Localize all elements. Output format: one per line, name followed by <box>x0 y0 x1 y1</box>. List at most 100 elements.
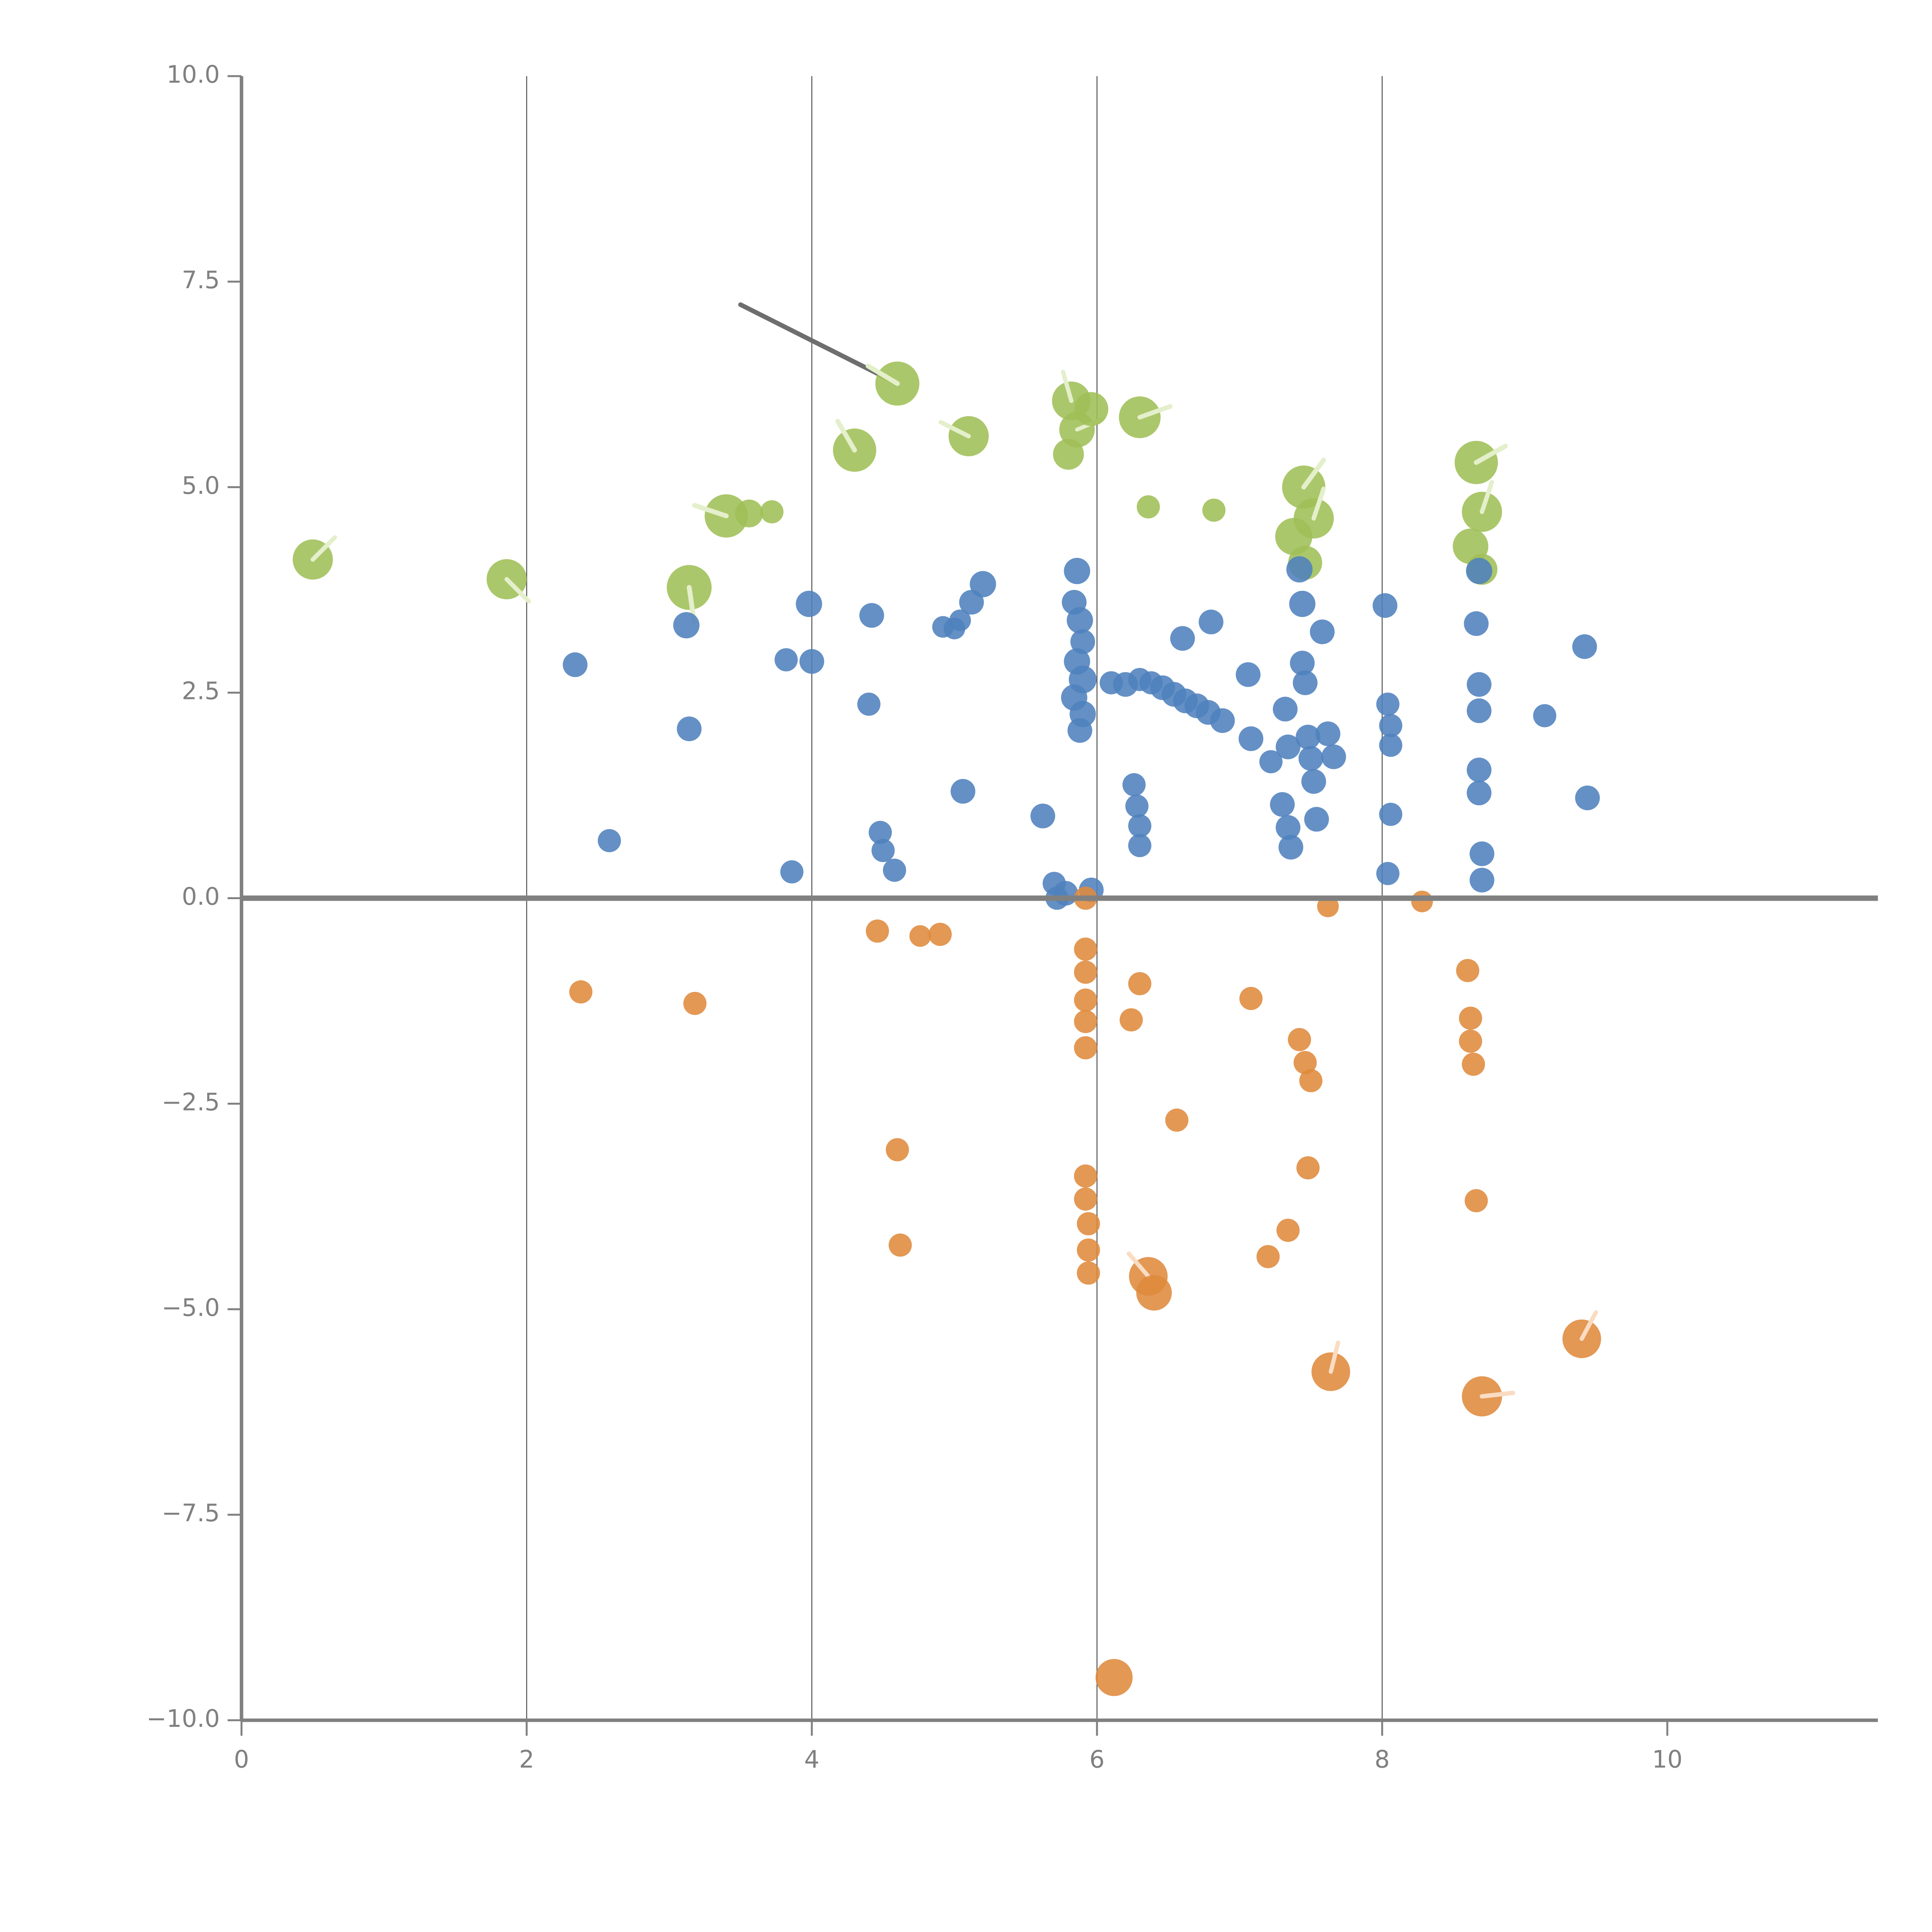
data-point <box>909 925 931 947</box>
y-tick-label-5: −2.5 <box>162 1088 220 1116</box>
data-point <box>886 1138 909 1162</box>
data-point <box>1064 558 1090 584</box>
data-point <box>1275 518 1313 555</box>
tick-marks <box>228 75 1668 1736</box>
data-point <box>677 716 702 742</box>
data-point <box>1053 881 1078 906</box>
data-point <box>859 603 884 628</box>
data-point <box>1202 498 1226 522</box>
data-point <box>1379 803 1403 826</box>
data-markers <box>293 361 1601 1696</box>
data-point <box>563 652 588 677</box>
series-blue <box>563 556 1600 910</box>
data-point <box>1238 726 1264 751</box>
marker-vector-whisker <box>1328 1340 1340 1374</box>
marker-vector-whisker <box>1137 404 1173 420</box>
marker-vector-whisker <box>692 503 729 519</box>
marker-vector-whisker <box>939 420 971 439</box>
data-point <box>1074 988 1097 1012</box>
data-point <box>1459 1007 1482 1030</box>
data-point <box>1077 1212 1100 1235</box>
data-point <box>1030 803 1055 828</box>
y-tick-label-3: 2.5 <box>182 677 220 705</box>
data-point <box>1310 619 1335 645</box>
data-point <box>1119 1008 1143 1032</box>
marker-vector-whisker <box>1311 486 1326 521</box>
marker-vector-whisker <box>1580 1310 1598 1341</box>
data-point <box>871 839 895 862</box>
data-point <box>1290 651 1315 676</box>
data-point <box>949 609 971 631</box>
data-point <box>1074 1010 1097 1033</box>
data-point <box>1276 815 1301 840</box>
data-point <box>1301 769 1326 794</box>
data-point <box>869 821 892 844</box>
data-point <box>1466 781 1492 806</box>
data-point <box>1469 841 1495 866</box>
data-point <box>1466 672 1492 697</box>
marker-vector-whisker <box>1480 480 1494 514</box>
data-point <box>1376 862 1400 885</box>
data-point <box>1273 697 1298 722</box>
data-point <box>1372 593 1398 618</box>
data-point <box>1074 937 1097 961</box>
x-tick-label-3: 6 <box>1089 1745 1104 1773</box>
data-point <box>1074 960 1097 984</box>
data-point <box>1286 556 1313 583</box>
data-point <box>1077 1238 1100 1262</box>
data-point <box>1299 1069 1323 1092</box>
y-tick-label-8: −10.0 <box>146 1704 220 1733</box>
data-point <box>1379 714 1403 737</box>
data-point <box>799 649 824 674</box>
data-point <box>1270 792 1295 817</box>
y-tick-label-0: 10.0 <box>167 60 220 88</box>
data-point <box>1317 895 1339 917</box>
data-point <box>569 980 593 1004</box>
data-point <box>1575 785 1600 810</box>
data-point <box>780 860 804 884</box>
data-point <box>1379 733 1403 757</box>
data-point <box>1304 807 1329 832</box>
data-point <box>1466 757 1492 782</box>
data-point <box>951 779 976 804</box>
data-point <box>1136 1275 1172 1311</box>
data-point <box>1125 794 1149 818</box>
marker-vector-whisker <box>866 363 900 386</box>
marker-vector-whisker <box>1126 1251 1151 1279</box>
data-point <box>1315 721 1340 746</box>
data-point <box>1462 1053 1485 1076</box>
data-point <box>1074 1187 1097 1211</box>
data-point <box>1464 611 1489 636</box>
data-point <box>1128 834 1151 857</box>
data-point <box>929 923 952 946</box>
data-point <box>866 919 889 943</box>
data-point <box>1293 1051 1317 1074</box>
data-point <box>1533 704 1556 728</box>
data-point <box>1466 698 1492 723</box>
data-point <box>1411 891 1433 913</box>
data-point <box>1236 662 1261 687</box>
data-point <box>969 571 996 597</box>
data-point <box>1066 607 1093 634</box>
data-point <box>598 829 621 852</box>
data-point <box>760 500 784 524</box>
data-point <box>1287 1028 1311 1051</box>
data-point <box>1128 972 1151 995</box>
data-point <box>1296 1156 1320 1180</box>
data-point <box>1278 835 1303 860</box>
data-point <box>1572 634 1597 659</box>
marker-vector-whisker <box>1480 1391 1515 1399</box>
data-point <box>888 1233 912 1257</box>
marker-vector-whisker <box>835 418 857 453</box>
marker-vector-whisker <box>1474 444 1508 465</box>
data-point <box>735 499 763 527</box>
marker-vector-whisker <box>504 577 531 604</box>
data-point <box>1376 692 1400 716</box>
data-point <box>1276 735 1301 760</box>
x-tick-label-2: 4 <box>804 1745 819 1773</box>
data-point <box>1095 1659 1133 1696</box>
data-point <box>1067 718 1092 743</box>
data-point <box>1456 959 1480 982</box>
data-point <box>1136 495 1160 519</box>
y-tick-label-7: −7.5 <box>162 1499 220 1527</box>
